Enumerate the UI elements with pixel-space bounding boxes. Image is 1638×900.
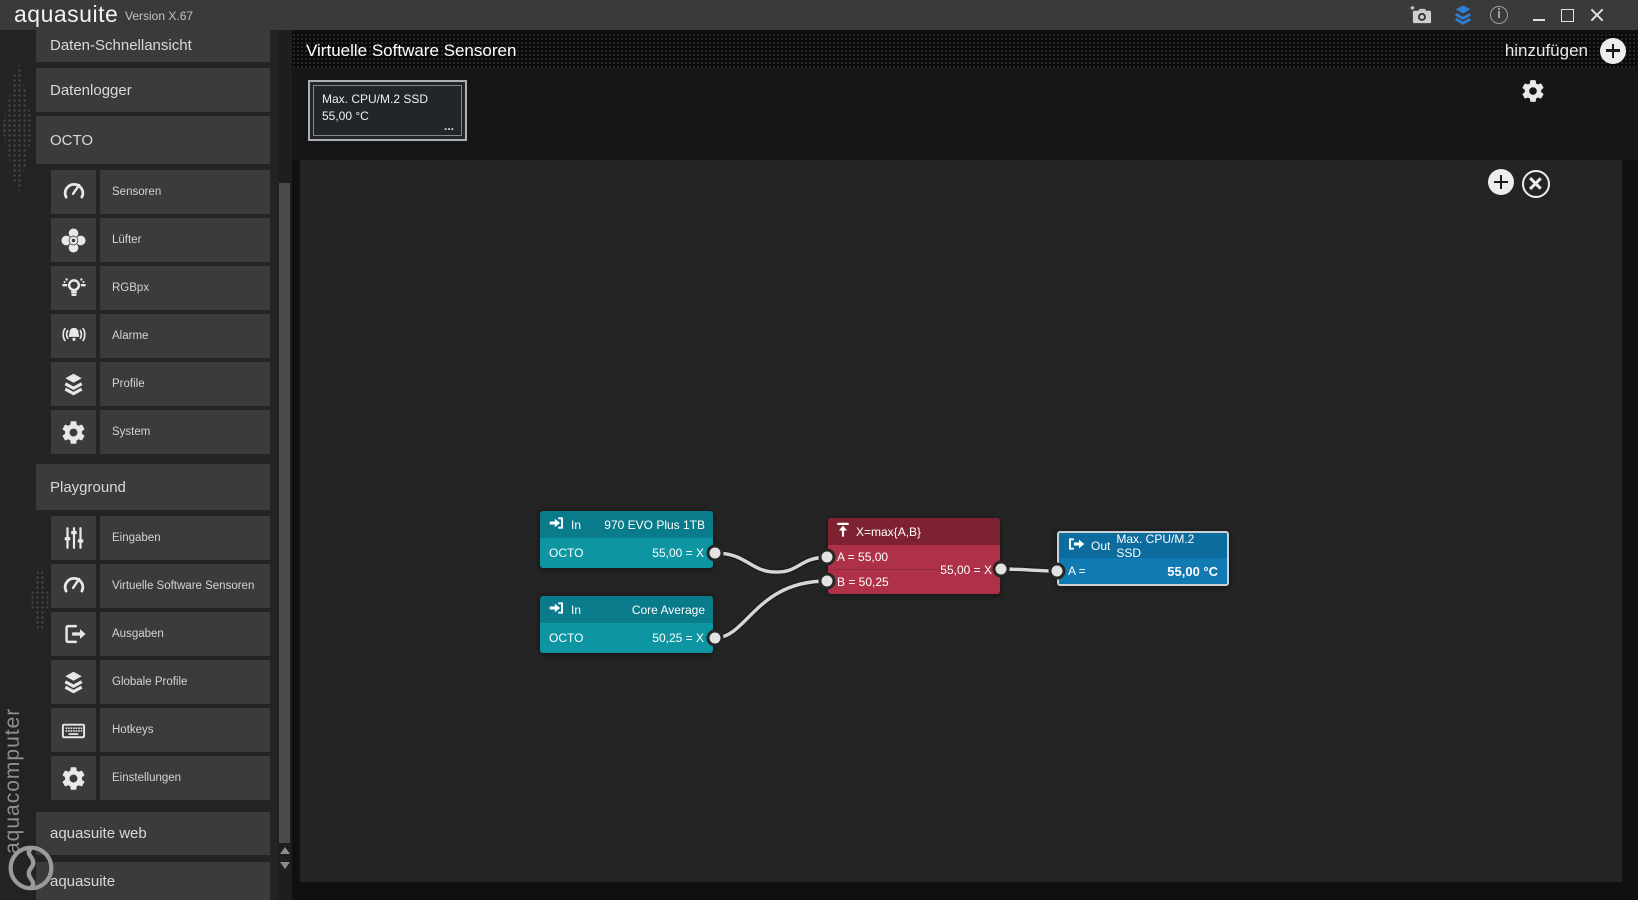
gear-icon <box>51 410 96 454</box>
sidebar-item-alarme[interactable]: Alarme <box>51 314 270 358</box>
gauge-icon <box>51 564 96 608</box>
node-source: OCTO <box>549 546 584 560</box>
sidebar-item-datenlogger[interactable]: Datenlogger <box>36 68 270 112</box>
max-arrow-icon <box>836 522 850 541</box>
sidebar-item-aquasuite-web[interactable]: aquasuite web <box>36 812 270 855</box>
sidebar-item-rgbpx[interactable]: RGBpx <box>51 266 270 310</box>
node-function-max[interactable]: X=max{A,B} A = 55,00 B = 50,25 55,00 = X <box>828 518 1000 594</box>
sidebar-item-system[interactable]: System <box>51 410 270 454</box>
add-sensor-label[interactable]: hinzufügen <box>1504 40 1588 60</box>
gear-icon <box>51 756 96 800</box>
wire-in2-to-b <box>713 579 829 640</box>
node-badge: In <box>571 602 582 617</box>
export-icon <box>51 612 96 656</box>
fan-icon <box>51 218 96 262</box>
card-settings-gear-icon[interactable] <box>1518 76 1548 106</box>
canvas-add-button[interactable] <box>1488 169 1514 195</box>
screenshot-camera-icon[interactable] <box>1408 4 1434 26</box>
scroll-down-icon[interactable] <box>280 862 290 869</box>
node-title: X=max{A,B} <box>856 524 922 539</box>
titlebar <box>0 0 1638 30</box>
page-title: Virtuelle Software Sensoren <box>306 40 517 60</box>
sidebar-item-sensoren[interactable]: Sensoren <box>51 170 270 214</box>
node-source: OCTO <box>549 631 584 645</box>
sidebar-item-hotkeys[interactable]: Hotkeys <box>51 708 270 752</box>
input-arrow-icon <box>548 601 565 618</box>
node-editor-canvas[interactable]: In 970 EVO Plus 1TB OCTO 55,00 = X In Co… <box>300 160 1622 882</box>
maximize-button[interactable] <box>1554 4 1580 26</box>
gauge-icon <box>51 170 96 214</box>
wire-max-to-out <box>999 567 1059 573</box>
aquacomputer-logo-icon <box>6 843 56 898</box>
page-header: Virtuelle Software Sensoren hinzufügen <box>292 33 1638 68</box>
max-input-b: B = 50,25 <box>828 569 1000 594</box>
sensor-card-value: 55,00 °C <box>322 109 369 123</box>
close-button[interactable] <box>1584 4 1610 26</box>
layers-icon <box>51 660 96 704</box>
add-sensor-button[interactable] <box>1600 37 1626 64</box>
node-value: 50,25 = X <box>652 631 704 645</box>
node-source: A = <box>1068 564 1086 578</box>
app-logo: aquasuite <box>14 1 119 27</box>
sidebar-item-daten-schnellansicht[interactable]: Daten-Schnellansicht <box>36 29 270 62</box>
active-item-dot-marker <box>30 560 50 640</box>
sidebar-item-ausgaben[interactable]: Ausgaben <box>51 612 270 656</box>
bell-icon <box>51 314 96 358</box>
layer-profiles-icon[interactable] <box>1450 4 1476 26</box>
node-input-970-evo[interactable]: In 970 EVO Plus 1TB OCTO 55,00 = X <box>540 511 713 568</box>
sidebar-item-profile[interactable]: Profile <box>51 362 270 406</box>
node-badge: In <box>571 517 582 532</box>
node-input-core-average[interactable]: In Core Average OCTO 50,25 = X <box>540 596 713 653</box>
sensor-card-title: Max. CPU/M.2 SSD <box>322 92 429 106</box>
output-arrow-icon <box>1067 537 1085 554</box>
sidebar-section-playground[interactable]: Playground <box>36 464 270 510</box>
sliders-icon <box>51 516 96 560</box>
sidebar-section-octo[interactable]: OCTO <box>36 116 270 164</box>
layers-icon <box>51 362 96 406</box>
sidebar-scrollbar-thumb[interactable] <box>279 183 290 843</box>
app-version: Version X.67 <box>125 9 194 23</box>
wire-in1-to-a <box>713 551 829 574</box>
sidebar-item-virtuelle-software-sensoren[interactable]: Virtuelle Software Sensoren <box>51 564 270 608</box>
node-value: 55,00 = X <box>652 546 704 560</box>
max-output-value: 55,00 = X <box>940 563 992 577</box>
node-value: 55,00 °C <box>1167 563 1218 579</box>
bulb-icon <box>51 266 96 310</box>
node-badge: Out <box>1091 538 1111 553</box>
node-title: Core Average <box>631 602 705 617</box>
keyboard-icon <box>51 708 96 752</box>
node-title: Max. CPU/M.2 SSD <box>1116 531 1195 560</box>
vertical-brand-text: aquacomputer <box>1 707 24 854</box>
sidebar-item-globale-profile[interactable]: Globale Profile <box>51 660 270 704</box>
scroll-up-icon[interactable] <box>280 847 290 854</box>
node-title: 970 EVO Plus 1TB <box>604 517 705 532</box>
sidebar-item-einstellungen[interactable]: Einstellungen <box>51 756 270 800</box>
card-more-button[interactable]: ... <box>443 119 454 133</box>
sidebar-item-aquasuite[interactable]: aquasuite <box>36 862 270 900</box>
info-icon[interactable] <box>1486 4 1512 26</box>
sidebar-item-luefter[interactable]: Lüfter <box>51 218 270 262</box>
node-output-max-cpu-ssd[interactable]: Out Max. CPU/M.2 SSD A = 55,00 °C <box>1057 531 1229 586</box>
max-input-a: A = 55,00 <box>837 550 889 564</box>
sensor-card-max-cpu-ssd[interactable]: Max. CPU/M.2 SSD 55,00 °C ... <box>308 80 467 141</box>
sensor-card-strip <box>292 68 1638 160</box>
minimize-button[interactable] <box>1526 4 1552 26</box>
canvas-close-button[interactable] <box>1522 170 1550 198</box>
input-arrow-icon <box>548 516 565 533</box>
sidebar-item-eingaben[interactable]: Eingaben <box>51 516 270 560</box>
